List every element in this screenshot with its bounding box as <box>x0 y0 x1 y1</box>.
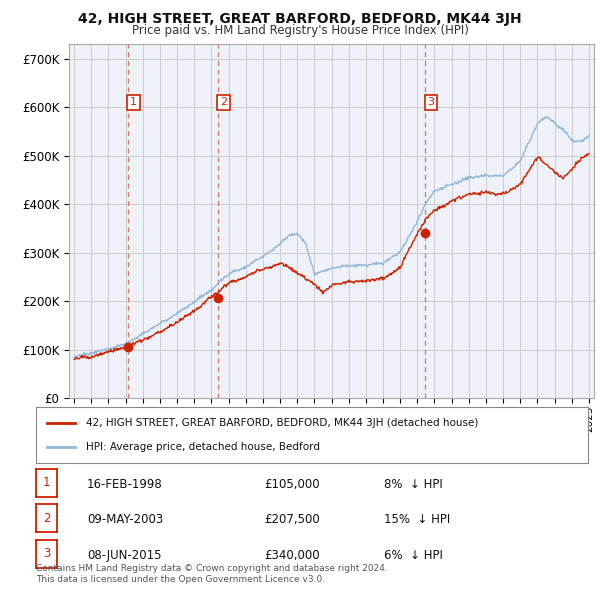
Text: Contains HM Land Registry data © Crown copyright and database right 2024.: Contains HM Land Registry data © Crown c… <box>36 565 388 573</box>
Text: HPI: Average price, detached house, Bedford: HPI: Average price, detached house, Bedf… <box>86 442 320 453</box>
Text: 2: 2 <box>43 512 50 525</box>
Text: £340,000: £340,000 <box>264 549 320 562</box>
Text: 3: 3 <box>427 97 434 107</box>
Text: £207,500: £207,500 <box>264 513 320 526</box>
Text: 1: 1 <box>130 97 137 107</box>
Text: 16-FEB-1998: 16-FEB-1998 <box>87 478 163 491</box>
Text: £105,000: £105,000 <box>264 478 320 491</box>
Text: 3: 3 <box>43 547 50 560</box>
Text: 2: 2 <box>220 97 227 107</box>
Text: 1: 1 <box>43 476 50 490</box>
Text: This data is licensed under the Open Government Licence v3.0.: This data is licensed under the Open Gov… <box>36 575 325 584</box>
Text: 6%  ↓ HPI: 6% ↓ HPI <box>384 549 443 562</box>
Text: 08-JUN-2015: 08-JUN-2015 <box>87 549 161 562</box>
Text: Price paid vs. HM Land Registry's House Price Index (HPI): Price paid vs. HM Land Registry's House … <box>131 24 469 37</box>
Text: 8%  ↓ HPI: 8% ↓ HPI <box>384 478 443 491</box>
Text: 09-MAY-2003: 09-MAY-2003 <box>87 513 163 526</box>
Text: 42, HIGH STREET, GREAT BARFORD, BEDFORD, MK44 3JH: 42, HIGH STREET, GREAT BARFORD, BEDFORD,… <box>78 12 522 26</box>
Text: 42, HIGH STREET, GREAT BARFORD, BEDFORD, MK44 3JH (detached house): 42, HIGH STREET, GREAT BARFORD, BEDFORD,… <box>86 418 478 428</box>
Text: 15%  ↓ HPI: 15% ↓ HPI <box>384 513 450 526</box>
